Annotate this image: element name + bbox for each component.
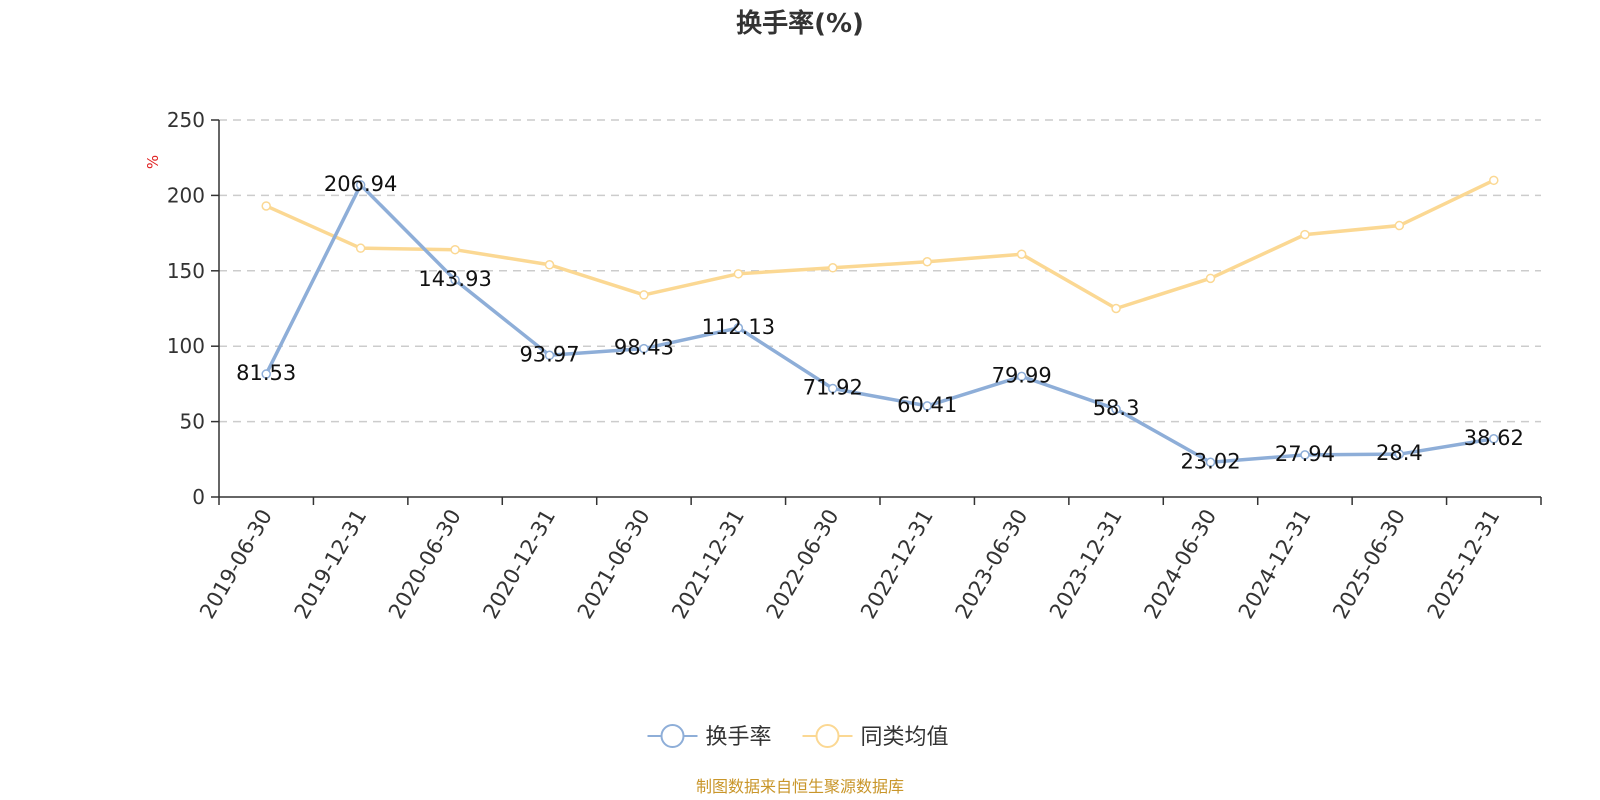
legend: 换手率 同类均值 [647,724,949,750]
data-point [1111,303,1121,314]
data-point [733,269,744,279]
y-axis-unit: % [144,155,162,169]
data-label: 93.97 [519,342,579,366]
data-point [639,343,649,354]
data-label: 60.41 [897,393,957,417]
data-point [1489,434,1499,444]
data-point [828,263,838,273]
legend-label: 同类均值 [861,725,949,750]
legend-item-0[interactable]: 换手率 [647,724,772,750]
x-tick-label: 2022-06-30 [762,505,844,623]
data-label: 27.94 [1275,442,1335,466]
data-point [544,260,555,270]
data-point [733,323,744,333]
data-label: 79.99 [992,363,1052,387]
x-tick-label: 2023-06-30 [951,505,1033,623]
y-tick-label: 200 [167,183,205,207]
x-tick-label: 2023-12-31 [1045,505,1127,623]
series-line-0 [264,183,1496,465]
data-label: 206.94 [324,172,397,196]
data-point [261,369,271,379]
data-label: 23.02 [1180,449,1240,473]
data-point [355,243,366,253]
legend-label: 换手率 [706,725,772,750]
y-tick-label: 150 [167,259,205,283]
data-point [355,180,366,190]
data-labels: 81.53 206.94 143.93 93.97 98.43 112.13 71.92 60… [236,172,1524,473]
x-tick-label: 2025-12-31 [1423,505,1505,623]
data-label: 112.13 [702,315,775,339]
data-point [1205,273,1216,284]
data-point [1111,404,1121,414]
x-tick-label: 2024-06-30 [1139,505,1221,623]
grid-lines [219,119,1541,423]
x-tick-label: 2021-06-30 [573,505,655,623]
x-tick-label: 2020-06-30 [384,505,466,623]
y-tick-label: 100 [167,334,205,358]
x-tick-label: 2020-12-31 [478,505,560,623]
data-label: 98.43 [614,336,674,360]
data-point [544,350,555,361]
data-point [1016,371,1027,382]
data-point [922,401,932,411]
data-label: 28.4 [1376,441,1423,465]
x-tick-label: 2022-12-31 [856,505,938,623]
legend-item-1[interactable]: 同类均值 [802,724,949,750]
data-point [261,201,271,211]
x-tick-label: 2024-12-31 [1234,505,1316,623]
legend-marker [660,724,685,748]
data-point [1300,450,1310,460]
data-point [639,290,649,300]
x-tick-label: 2019-12-31 [290,505,372,623]
data-point [450,275,460,285]
data-point [1394,449,1405,459]
data-label: 38.62 [1464,426,1524,450]
data-point [922,257,932,267]
data-point [828,383,838,394]
data-label: 58.3 [1093,396,1140,420]
y-tick-label: 250 [167,108,205,132]
data-label: 71.92 [803,376,863,400]
data-point [1016,249,1027,259]
series-lines [261,175,1499,468]
data-label: 143.93 [418,267,491,291]
y-tick-label: 0 [192,485,205,509]
data-point [450,244,460,255]
data-point [1205,457,1216,468]
data-point [1394,220,1405,231]
data-point [1489,175,1499,186]
y-tick-label: 50 [180,410,205,434]
series-line-1 [264,178,1496,311]
x-tick-label: 2025-06-30 [1328,505,1410,623]
source-note: 制图数据来自恒生聚源数据库 [696,777,904,796]
data-point [1300,229,1310,240]
data-label: 81.53 [236,361,296,385]
legend-marker [815,724,840,748]
chart-title: 换手率(%) [736,8,864,39]
x-tick-label: 2019-06-30 [195,505,277,623]
x-tick-label: 2021-12-31 [667,505,749,623]
